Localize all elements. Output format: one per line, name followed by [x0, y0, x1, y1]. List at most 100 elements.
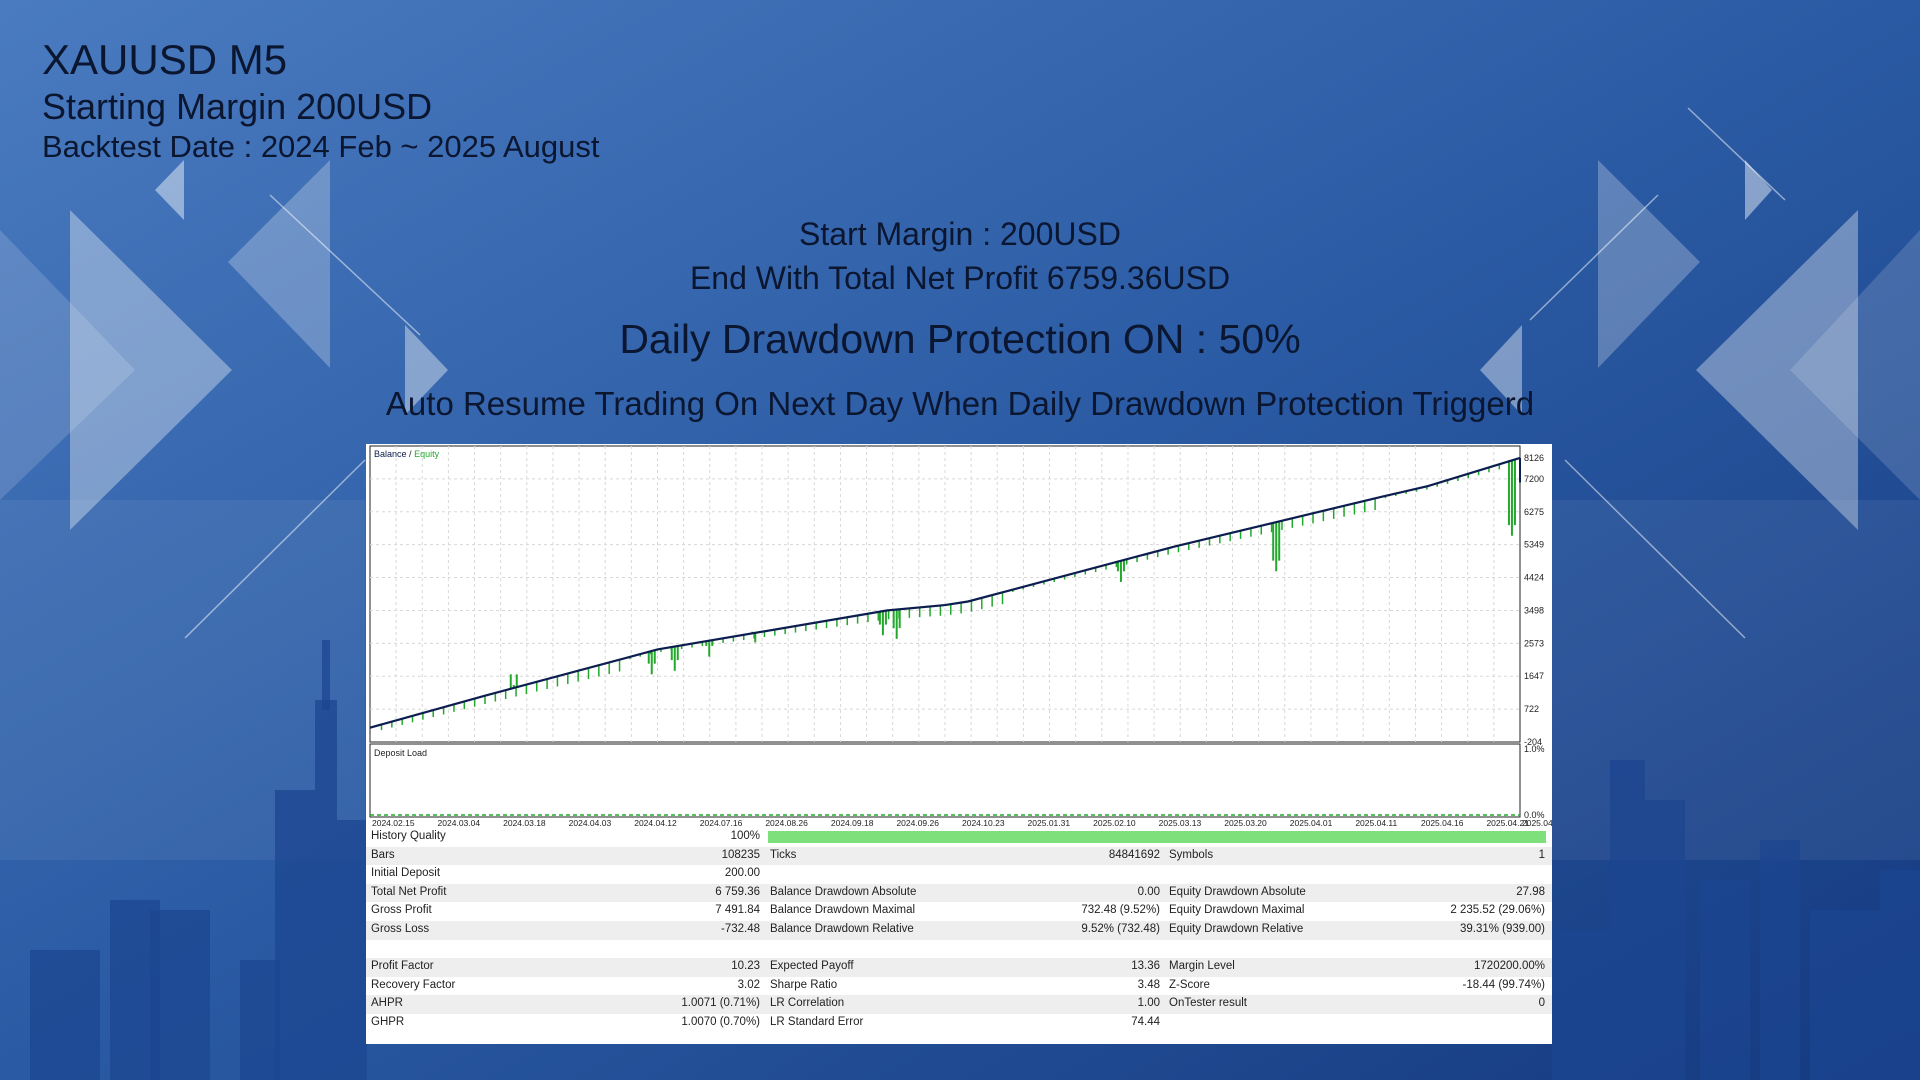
legend-equity: Equity [414, 449, 440, 459]
stat-value: 39.31% (939.00) [1459, 922, 1545, 935]
stat-label: Profit Factor [371, 960, 434, 973]
stats-row: Total Net Profit 6 759.36 Balance Drawdown… [366, 883, 1552, 903]
stat-label: Initial Deposit [371, 867, 441, 880]
chart-legend: Balance / Equity [374, 449, 440, 459]
x-tick-label: 2024.09.18 [831, 818, 874, 828]
x-tick-label: 2025.04.21 [1486, 818, 1529, 828]
y-tick-label: 6275 [1524, 507, 1544, 517]
symbol-timeframe-title: XAUUSD M5 [42, 36, 288, 83]
stat-label: Gross Profit [371, 904, 432, 917]
x-tick-label: 2025.04.11 [1355, 818, 1397, 828]
stat-value: -732.48 [720, 922, 760, 935]
deposit-load-tick: 1.0% [1524, 744, 1545, 754]
stat-label: Sharpe Ratio [770, 978, 838, 991]
stat-value: 74.44 [1131, 1015, 1160, 1028]
stats-row: Gross Profit 7 491.84 Balance Drawdown Max… [366, 902, 1552, 921]
x-tick-label: 2024.08.26 [765, 818, 808, 828]
stat-label: OnTester result [1169, 997, 1247, 1010]
x-tick-label: 2024.02.15 [372, 818, 415, 828]
stat-label: LR Correlation [770, 997, 845, 1010]
x-tick-label: 2024.04.12 [634, 818, 677, 828]
x-tick-label: 2024.03.18 [503, 818, 546, 828]
legend-balance: Balance [374, 449, 407, 459]
stats-row: Gross Loss -732.48 Balance Drawdown Relati… [366, 920, 1552, 940]
stat-label: Equity Drawdown Maximal [1169, 904, 1305, 917]
y-tick-label: 1647 [1524, 671, 1544, 681]
stat-value: 7 491.84 [715, 904, 760, 917]
stat-value: -18.44 (99.74%) [1462, 978, 1545, 991]
balance-line [369, 456, 1521, 729]
stat-value: 3.48 [1137, 978, 1160, 991]
stat-value: 1720200.00% [1474, 960, 1545, 973]
stat-value: 27.98 [1516, 885, 1545, 898]
stat-label: Symbols [1169, 848, 1214, 861]
stat-label: Equity Drawdown Absolute [1169, 885, 1306, 898]
x-tick-label: 2025.04.01 [1290, 818, 1333, 828]
x-tick-label: 2024.04.03 [569, 818, 612, 828]
stat-value: 84841692 [1108, 848, 1160, 861]
y-tick-label: -204 [1524, 737, 1542, 747]
x-tick-label: 2024.07.16 [700, 818, 743, 828]
stat-value: 108235 [721, 848, 760, 861]
stat-label: AHPR [371, 997, 403, 1010]
stat-value: 1.0071 (0.71%) [681, 997, 760, 1010]
drawdown-protection-text: Daily Drawdown Protection ON : 50% [619, 316, 1301, 362]
stat-value: 10.23 [731, 960, 760, 973]
stat-label: Recovery Factor [371, 978, 456, 991]
history-quality-label: History Quality [371, 830, 446, 842]
y-tick-label: 722 [1524, 704, 1539, 714]
deposit-load-title: Deposit Load [374, 748, 427, 758]
stat-value: 200.00 [724, 867, 760, 880]
backtest-report-panel: 8126 7200 6275 5349 4424 3498 2573 1647 722 -204 B… [366, 444, 1552, 1044]
stat-value: 2 235.52 (29.06%) [1450, 904, 1545, 917]
legend-separator: / [409, 449, 412, 459]
stat-label: Equity Drawdown Relative [1169, 922, 1304, 935]
x-tick-label: 2025.01.31 [1028, 818, 1071, 828]
y-tick-label: 7200 [1524, 474, 1544, 484]
history-quality-row: History Quality 100% [366, 828, 1552, 847]
stat-value: 0 [1538, 997, 1545, 1010]
statistics-table: History Quality 100% Bars 108235 Ticks 8484… [366, 828, 1552, 1033]
stat-label: LR Standard Error [770, 1015, 864, 1028]
stats-row: Recovery Factor 3.02 Sharpe Ratio 3.48 Z-Sco… [366, 977, 1552, 996]
x-tick-label: 2024.10.23 [962, 818, 1005, 828]
stat-value: 9.52% (732.48) [1081, 922, 1160, 935]
stat-label: Balance Drawdown Maximal [770, 904, 916, 917]
stats-row: Bars 108235 Ticks 84841692 Symbols 1 [366, 846, 1552, 866]
stat-label: Bars [371, 848, 395, 861]
history-quality-value: 100% [730, 830, 760, 842]
stat-value: 732.48 (9.52%) [1081, 904, 1160, 917]
y-tick-label: 4424 [1524, 573, 1544, 583]
stats-row: Initial Deposit 200.00 [366, 865, 1552, 884]
stat-value: 3.02 [737, 978, 760, 991]
history-quality-bar [768, 831, 1546, 843]
x-tick-label: 2025.04.22 [1522, 818, 1552, 828]
stat-label: GHPR [371, 1015, 405, 1028]
stat-label: Ticks [770, 848, 797, 861]
stat-label: Expected Payoff [770, 960, 854, 973]
stats-row [366, 940, 1552, 959]
stat-value: 13.36 [1131, 960, 1160, 973]
stat-label: Margin Level [1169, 960, 1235, 973]
stat-label: Z-Score [1169, 978, 1210, 991]
x-tick-label: 2025.03.13 [1159, 818, 1202, 828]
x-tick-label: 2025.04.16 [1421, 818, 1464, 828]
deposit-load-frame [369, 743, 1521, 818]
stat-label: Total Net Profit [371, 885, 447, 898]
stat-label: Gross Loss [371, 922, 430, 935]
backtest-date-heading: Backtest Date : 2024 Feb ~ 2025 August [42, 129, 600, 164]
stats-row: GHPR 1.0070 (0.70%) LR Standard Error 74.44 [366, 1014, 1552, 1033]
stat-label: Balance Drawdown Absolute [770, 885, 917, 898]
y-tick-label: 5349 [1524, 540, 1544, 550]
x-tick-label: 2024.03.04 [438, 818, 481, 828]
auto-resume-text: Auto Resume Trading On Next Day When Dai… [385, 385, 1535, 422]
deposit-load-tick: 0.0% [1524, 810, 1545, 820]
balance-equity-chart: 8126 7200 6275 5349 4424 3498 2573 1647 722 -204 B… [369, 445, 1552, 828]
x-tick-label: 2025.02.10 [1093, 818, 1136, 828]
end-profit-text: End With Total Net Profit 6759.36USD [689, 260, 1231, 296]
stats-row: AHPR 1.0071 (0.71%) LR Correlation 1.00 OnTe… [366, 995, 1552, 1014]
x-tick-label: 2024.09.26 [896, 818, 939, 828]
stat-value: 1.0070 (0.70%) [681, 1015, 760, 1028]
stats-row: Profit Factor 10.23 Expected Payoff 13.36 Ma… [366, 958, 1552, 977]
stat-value: 1 [1538, 848, 1545, 861]
